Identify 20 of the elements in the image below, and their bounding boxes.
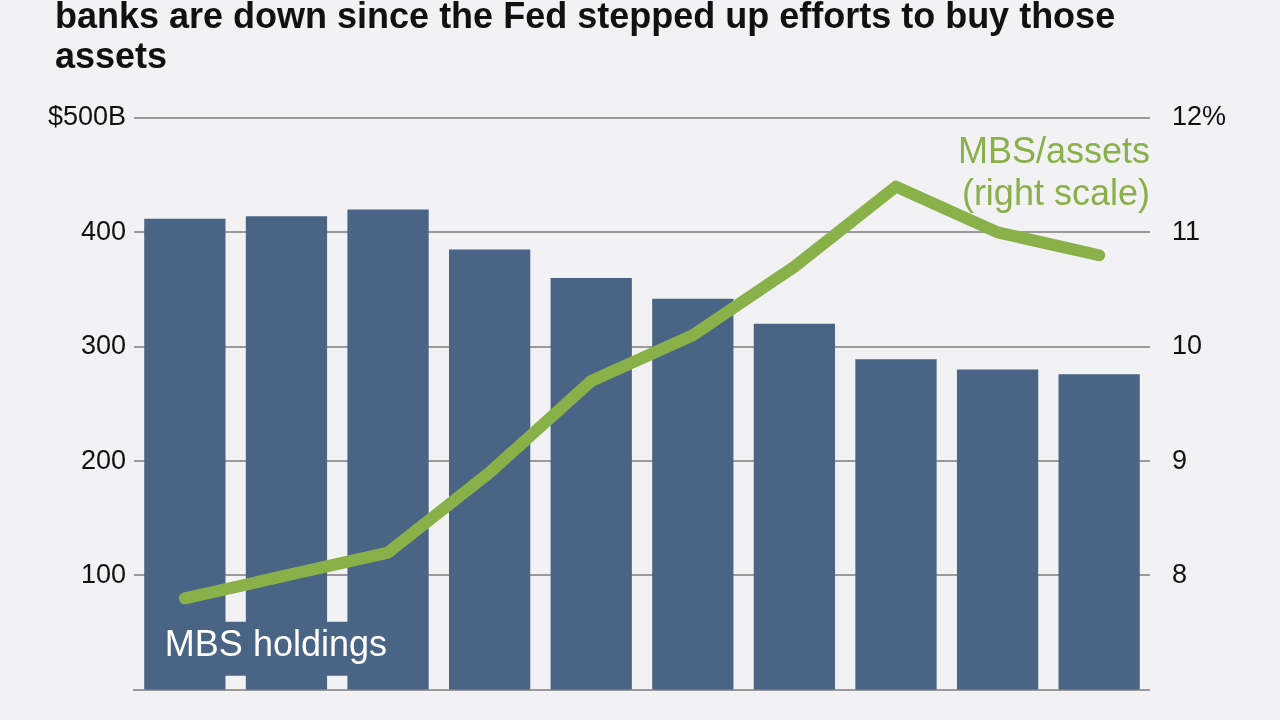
- bar: [855, 359, 937, 690]
- y-tick-label: 300: [81, 330, 127, 361]
- annotation: MBS holdings: [164, 622, 387, 664]
- y-tick-label: 100: [81, 558, 127, 589]
- bar: [956, 369, 1039, 690]
- y-tick-label: 400: [81, 215, 127, 246]
- y2-tick-label: 10: [1171, 330, 1203, 361]
- bar: [753, 323, 836, 690]
- bar: [652, 298, 734, 690]
- y2-tick-label: 8: [1171, 558, 1187, 589]
- bar: [550, 278, 632, 690]
- y-tick-label: 200: [81, 444, 127, 475]
- bar: [449, 249, 531, 690]
- y-tick-label: $500B: [48, 101, 127, 132]
- y2-tick-label: 11: [1171, 215, 1200, 246]
- chart-title: banks are down since the Fed stepped up efforts to buy those assets: [55, 0, 1117, 76]
- annotation: MBS/assets (right scale): [957, 129, 1150, 213]
- y2-tick-label: 9: [1171, 444, 1187, 475]
- bar: [1058, 374, 1140, 690]
- y2-tick-label: 12%: [1171, 101, 1227, 132]
